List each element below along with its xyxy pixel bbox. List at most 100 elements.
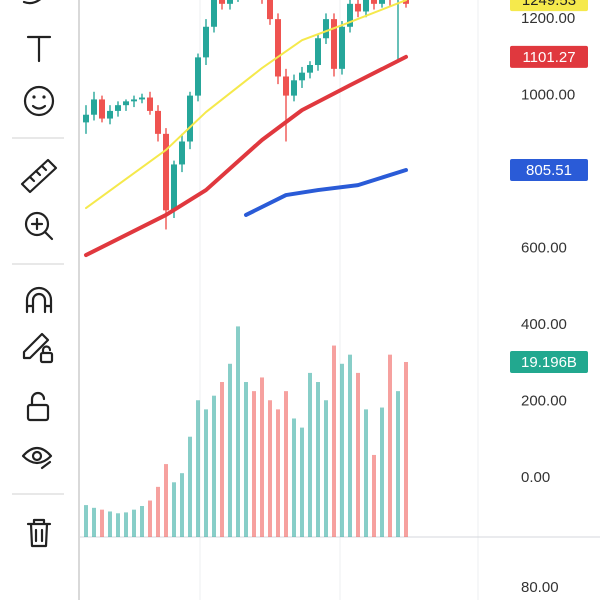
volume-bar bbox=[364, 409, 368, 537]
candle-body bbox=[211, 0, 217, 27]
moving-average-line bbox=[84, 54, 408, 258]
volume-bar bbox=[172, 482, 176, 537]
volume-bar bbox=[340, 363, 344, 537]
ruler-tool[interactable] bbox=[20, 158, 58, 194]
candle-body bbox=[107, 110, 113, 119]
volume-bar bbox=[116, 513, 120, 537]
candle-body bbox=[99, 99, 105, 119]
volume-bar bbox=[260, 377, 264, 537]
candle-body bbox=[355, 3, 361, 12]
volume-bar bbox=[316, 382, 320, 537]
candle-body bbox=[283, 76, 289, 96]
text-tool[interactable] bbox=[26, 35, 52, 63]
candle-body bbox=[339, 26, 345, 69]
delete-tool[interactable] bbox=[26, 518, 52, 548]
volume-bar bbox=[140, 506, 144, 537]
candle-body bbox=[203, 26, 209, 58]
candle-body bbox=[323, 19, 329, 39]
candle-body bbox=[347, 3, 353, 27]
value-label-box bbox=[510, 158, 588, 181]
y-tick-label: 80.00 bbox=[521, 579, 559, 596]
volume-bar bbox=[300, 427, 304, 537]
volume-bar bbox=[380, 407, 384, 537]
candle-body bbox=[291, 80, 297, 96]
volume-bar bbox=[244, 382, 248, 537]
candle-body bbox=[187, 95, 193, 142]
zoom-tool[interactable] bbox=[24, 211, 54, 241]
volume-bar bbox=[292, 418, 296, 537]
volume-bar bbox=[92, 507, 96, 537]
volume-bar bbox=[180, 473, 184, 537]
value-label-box bbox=[510, 350, 588, 373]
candle-body bbox=[379, 0, 385, 4]
curve-tool[interactable] bbox=[22, 0, 44, 5]
value-label: 1249.53 bbox=[522, 0, 576, 9]
candle-body bbox=[115, 105, 121, 111]
draw-lock-tool[interactable] bbox=[22, 332, 54, 364]
volume-bar bbox=[236, 326, 240, 537]
volume-bar bbox=[204, 409, 208, 537]
candle-body bbox=[171, 164, 177, 211]
volume-bar bbox=[324, 400, 328, 537]
volume-bar bbox=[404, 361, 408, 537]
y-tick-label: 400.00 bbox=[521, 316, 567, 333]
candle-body bbox=[91, 99, 97, 115]
y-tick-label: 1200.00 bbox=[521, 10, 575, 27]
volume-bar bbox=[164, 464, 168, 537]
volume-bar bbox=[396, 391, 400, 537]
emoji-tool[interactable] bbox=[23, 85, 55, 117]
moving-average-line bbox=[244, 167, 408, 217]
value-label: 805.51 bbox=[526, 162, 572, 179]
volume-bar bbox=[220, 382, 224, 537]
candle-body bbox=[307, 65, 313, 73]
value-label: 1101.27 bbox=[522, 49, 575, 66]
volume-bar bbox=[84, 505, 88, 537]
volume-bar bbox=[372, 454, 376, 537]
volume-bar bbox=[268, 400, 272, 537]
value-label: 19.196B bbox=[521, 354, 577, 371]
value-label-box bbox=[510, 45, 588, 68]
volume-bar bbox=[252, 391, 256, 537]
candle-body bbox=[267, 0, 273, 20]
moving-average-line bbox=[85, 0, 407, 210]
volume-bar bbox=[284, 391, 288, 537]
candle-body bbox=[299, 72, 305, 81]
y-tick-label: 0.00 bbox=[521, 469, 550, 486]
volume-bar bbox=[212, 395, 216, 537]
volume-bar bbox=[276, 409, 280, 537]
candle-body bbox=[139, 97, 145, 100]
lock-tool[interactable] bbox=[26, 391, 50, 422]
toolbar bbox=[12, 0, 80, 600]
volume-bar bbox=[156, 486, 160, 537]
magnet-tool[interactable] bbox=[25, 286, 53, 314]
candle-body bbox=[275, 19, 281, 77]
volume-bar bbox=[388, 354, 392, 537]
volume-bar bbox=[308, 372, 312, 537]
volume-bar bbox=[348, 354, 352, 537]
y-tick-label: 600.00 bbox=[521, 240, 567, 257]
candle-body bbox=[155, 110, 161, 134]
candle-body bbox=[179, 141, 185, 165]
candle-body bbox=[227, 0, 233, 4]
volume-bar bbox=[196, 400, 200, 537]
candle-body bbox=[131, 99, 137, 102]
volume-bar bbox=[100, 509, 104, 537]
y-tick-label: 200.00 bbox=[521, 393, 567, 410]
candle-body bbox=[331, 19, 337, 69]
visibility-tool[interactable] bbox=[21, 446, 53, 470]
volume-bar bbox=[188, 436, 192, 537]
volume-bar bbox=[108, 511, 112, 537]
candle-body bbox=[403, 0, 409, 4]
candle-body bbox=[315, 38, 321, 66]
volume-bar bbox=[132, 509, 136, 537]
volume-bar bbox=[124, 512, 128, 537]
volume-bar bbox=[356, 372, 360, 537]
candle-body bbox=[147, 97, 153, 111]
candle-body bbox=[123, 101, 129, 106]
value-label-box bbox=[510, 0, 588, 12]
volume-bar bbox=[148, 500, 152, 537]
candle-body bbox=[83, 114, 89, 123]
candle-body bbox=[363, 0, 369, 12]
candle-body bbox=[195, 57, 201, 96]
